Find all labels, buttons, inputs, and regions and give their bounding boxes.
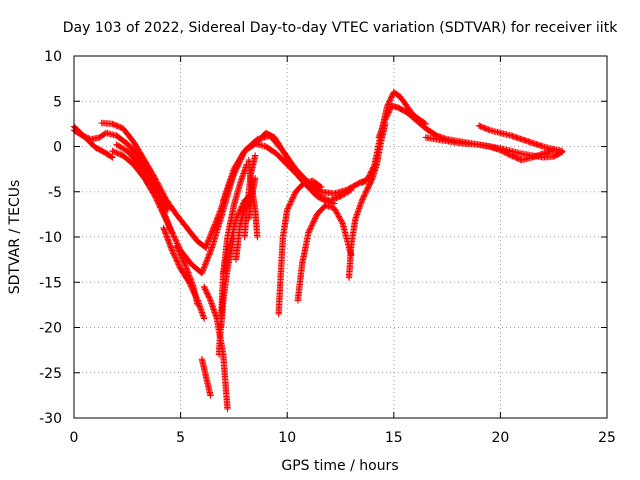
series-arc-05 — [113, 141, 171, 214]
y-tick-label: -10 — [39, 230, 62, 246]
y-tick-label: -5 — [48, 185, 62, 201]
series-arc-25 — [375, 102, 566, 161]
plus-markers — [245, 156, 261, 241]
plus-markers — [294, 202, 355, 304]
series-arc-01 — [70, 123, 116, 161]
y-tick-label: -25 — [39, 366, 62, 382]
y-tick-label: 0 — [53, 140, 62, 156]
series-arc-21 — [275, 177, 325, 318]
plus-markers — [375, 102, 566, 161]
x-tick-label: 15 — [385, 430, 403, 446]
plus-markers — [113, 141, 171, 214]
plus-markers — [98, 119, 210, 252]
plus-markers — [422, 134, 557, 164]
x-tick-label: 25 — [598, 430, 616, 446]
y-tick-label: -20 — [39, 321, 62, 337]
plus-markers — [475, 122, 566, 155]
y-tick-label: -30 — [39, 411, 62, 427]
series-arc-27 — [475, 122, 566, 155]
y-tick-label: 10 — [44, 49, 62, 65]
plus-markers — [200, 283, 231, 413]
data-points — [70, 89, 566, 413]
series-arc-23 — [345, 120, 389, 281]
x-tick-label: 10 — [278, 430, 296, 446]
plus-markers — [345, 120, 389, 281]
y-tick-label: -15 — [39, 275, 62, 291]
chart-title: Day 103 of 2022, Sidereal Day-to-day VTE… — [63, 20, 618, 36]
plot-frame — [73, 55, 608, 419]
series-arc-08 — [173, 242, 201, 309]
plus-markers — [198, 356, 214, 399]
y-tick-labels: -30 -25 -20 -15 -10 -5 0 5 10 — [39, 49, 62, 427]
x-axis-label: GPS time / hours — [281, 458, 398, 474]
series-arc-10 — [200, 283, 231, 413]
plus-markers — [173, 242, 201, 309]
series-arc-17 — [245, 156, 261, 241]
x-tick-label: 5 — [176, 430, 185, 446]
plus-markers — [70, 123, 116, 161]
y-tick-label: 5 — [53, 94, 62, 110]
x-tick-labels: 0 5 10 15 20 25 — [70, 430, 616, 446]
series-arc-20 — [254, 129, 338, 207]
plus-markers — [275, 177, 325, 318]
series-arc-22 — [294, 202, 355, 304]
grid-lines — [74, 56, 607, 418]
series-arc-09 — [198, 356, 214, 399]
axis-ticks — [73, 55, 608, 419]
plus-markers — [254, 129, 338, 207]
series-arc-03 — [98, 119, 210, 252]
x-tick-label: 20 — [491, 430, 509, 446]
series-arc-26 — [422, 134, 557, 164]
y-axis-label: SDTVAR / TECUs — [7, 180, 23, 295]
x-tick-label: 0 — [70, 430, 79, 446]
